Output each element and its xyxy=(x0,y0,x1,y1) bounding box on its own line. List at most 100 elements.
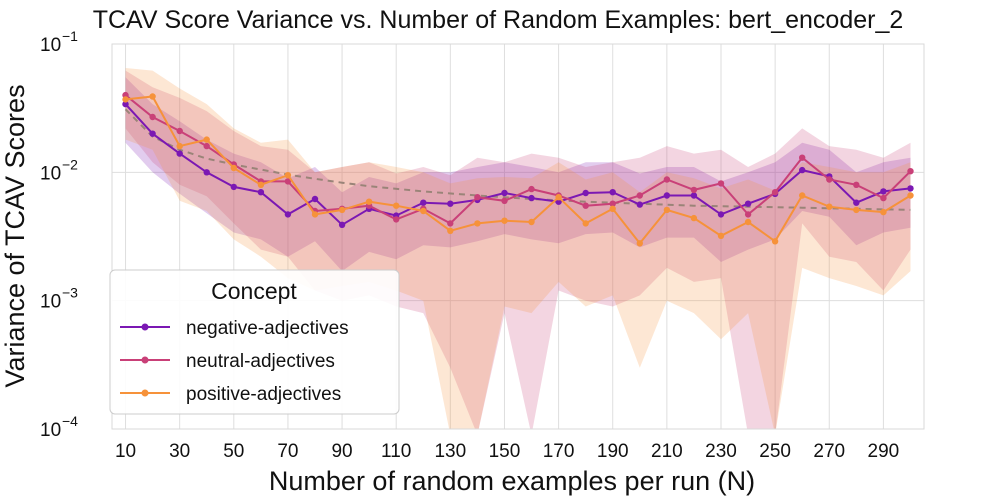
x-tick-label: 90 xyxy=(331,441,352,462)
data-point xyxy=(771,238,779,245)
data-point xyxy=(176,150,183,157)
series-lines xyxy=(122,91,914,247)
legend: Concept negative-adjectives neutral-adjec… xyxy=(109,269,400,415)
data-point xyxy=(636,240,643,247)
data-point xyxy=(582,202,589,209)
x-tick-label: 270 xyxy=(813,441,845,462)
y-tick-label: 10 xyxy=(40,292,61,313)
data-point xyxy=(744,218,752,226)
data-point xyxy=(284,211,292,218)
data-point xyxy=(717,211,725,218)
data-point xyxy=(501,189,508,197)
data-point xyxy=(447,220,454,227)
data-point xyxy=(826,203,833,210)
data-point xyxy=(230,183,237,191)
data-point xyxy=(474,220,481,227)
x-tick-label: 70 xyxy=(277,441,298,462)
data-point xyxy=(880,188,887,195)
data-point xyxy=(420,207,427,215)
data-point xyxy=(853,181,860,188)
data-point xyxy=(203,136,210,143)
confidence-bands xyxy=(125,68,911,429)
data-point xyxy=(609,189,616,196)
y-tick-exponent: −1 xyxy=(62,28,78,44)
legend-title: Concept xyxy=(211,278,297,304)
x-tick-label: 230 xyxy=(705,441,737,462)
data-point xyxy=(122,100,129,108)
series-line xyxy=(124,94,912,225)
series-line xyxy=(125,95,912,245)
data-point xyxy=(555,194,562,201)
data-point xyxy=(311,211,319,218)
data-point xyxy=(636,201,643,208)
data-point xyxy=(663,176,671,183)
data-point xyxy=(176,142,183,150)
data-point xyxy=(907,192,914,199)
y-tick-label: 10 xyxy=(40,420,61,441)
data-point xyxy=(284,178,292,185)
data-point xyxy=(799,192,806,199)
x-tick-label: 290 xyxy=(868,441,900,462)
data-point xyxy=(203,142,210,150)
x-tick-label: 150 xyxy=(489,441,521,462)
x-tick-label: 190 xyxy=(597,441,629,462)
series-positive-adjectives xyxy=(122,93,914,247)
data-point xyxy=(230,164,237,172)
data-point xyxy=(663,206,671,214)
tick-labels: 10 30 50 70 90 110 130 150 170 190 210 230 250 270 290… xyxy=(40,28,899,462)
data-point xyxy=(717,232,725,239)
data-point xyxy=(393,216,400,223)
y-tick-label: 10 xyxy=(40,163,61,184)
data-point xyxy=(690,186,698,194)
x-tick-label: 210 xyxy=(651,441,683,462)
data-point xyxy=(609,200,616,207)
data-point xyxy=(826,176,833,183)
data-point xyxy=(636,192,643,199)
x-tick-label: 50 xyxy=(223,441,244,462)
data-point xyxy=(257,181,265,188)
legend-label: negative-adjectives xyxy=(186,318,349,339)
x-tick-label: 10 xyxy=(115,441,136,462)
data-point xyxy=(853,206,860,214)
data-point xyxy=(771,189,779,196)
data-point xyxy=(149,113,156,121)
x-tick-label: 30 xyxy=(169,441,190,462)
data-point xyxy=(690,214,698,222)
data-point xyxy=(338,206,346,214)
data-point xyxy=(609,205,616,212)
x-axis-label: Number of random examples per run (N) xyxy=(269,466,755,496)
data-point xyxy=(744,200,752,207)
data-point xyxy=(880,208,887,216)
data-point xyxy=(528,194,535,202)
chart-title: TCAV Score Variance vs. Number of Random… xyxy=(93,6,904,34)
data-point xyxy=(799,166,806,174)
y-tick-exponent: −3 xyxy=(62,285,78,301)
data-point xyxy=(149,130,156,137)
x-tick-label: 250 xyxy=(759,441,791,462)
data-point xyxy=(311,195,319,203)
data-point xyxy=(203,169,210,176)
data-point xyxy=(744,211,752,218)
data-point xyxy=(907,185,914,192)
y-tick-exponent: −4 xyxy=(62,413,78,429)
data-point xyxy=(528,218,535,226)
data-point xyxy=(880,194,887,202)
series-neutral-adjectives xyxy=(122,91,914,227)
legend-label: positive-adjectives xyxy=(186,384,341,405)
y-tick-label: 10 xyxy=(40,35,61,56)
data-point xyxy=(447,200,454,207)
legend-label: neutral-adjectives xyxy=(186,351,335,372)
y-axis-label: Variance of TCAV Scores xyxy=(0,84,30,387)
data-point xyxy=(799,154,806,161)
data-point xyxy=(582,220,589,227)
band-positive-adjectives xyxy=(125,68,911,429)
legend-item-negative-adjectives: negative-adjectives xyxy=(120,318,349,339)
data-point xyxy=(474,194,481,201)
data-point xyxy=(149,93,156,100)
data-point xyxy=(907,168,914,175)
data-point xyxy=(501,217,508,224)
data-point xyxy=(338,221,346,228)
legend-item-positive-adjectives: positive-adjectives xyxy=(120,384,341,405)
band-negative-adjectives xyxy=(125,77,911,272)
data-point xyxy=(393,202,400,209)
